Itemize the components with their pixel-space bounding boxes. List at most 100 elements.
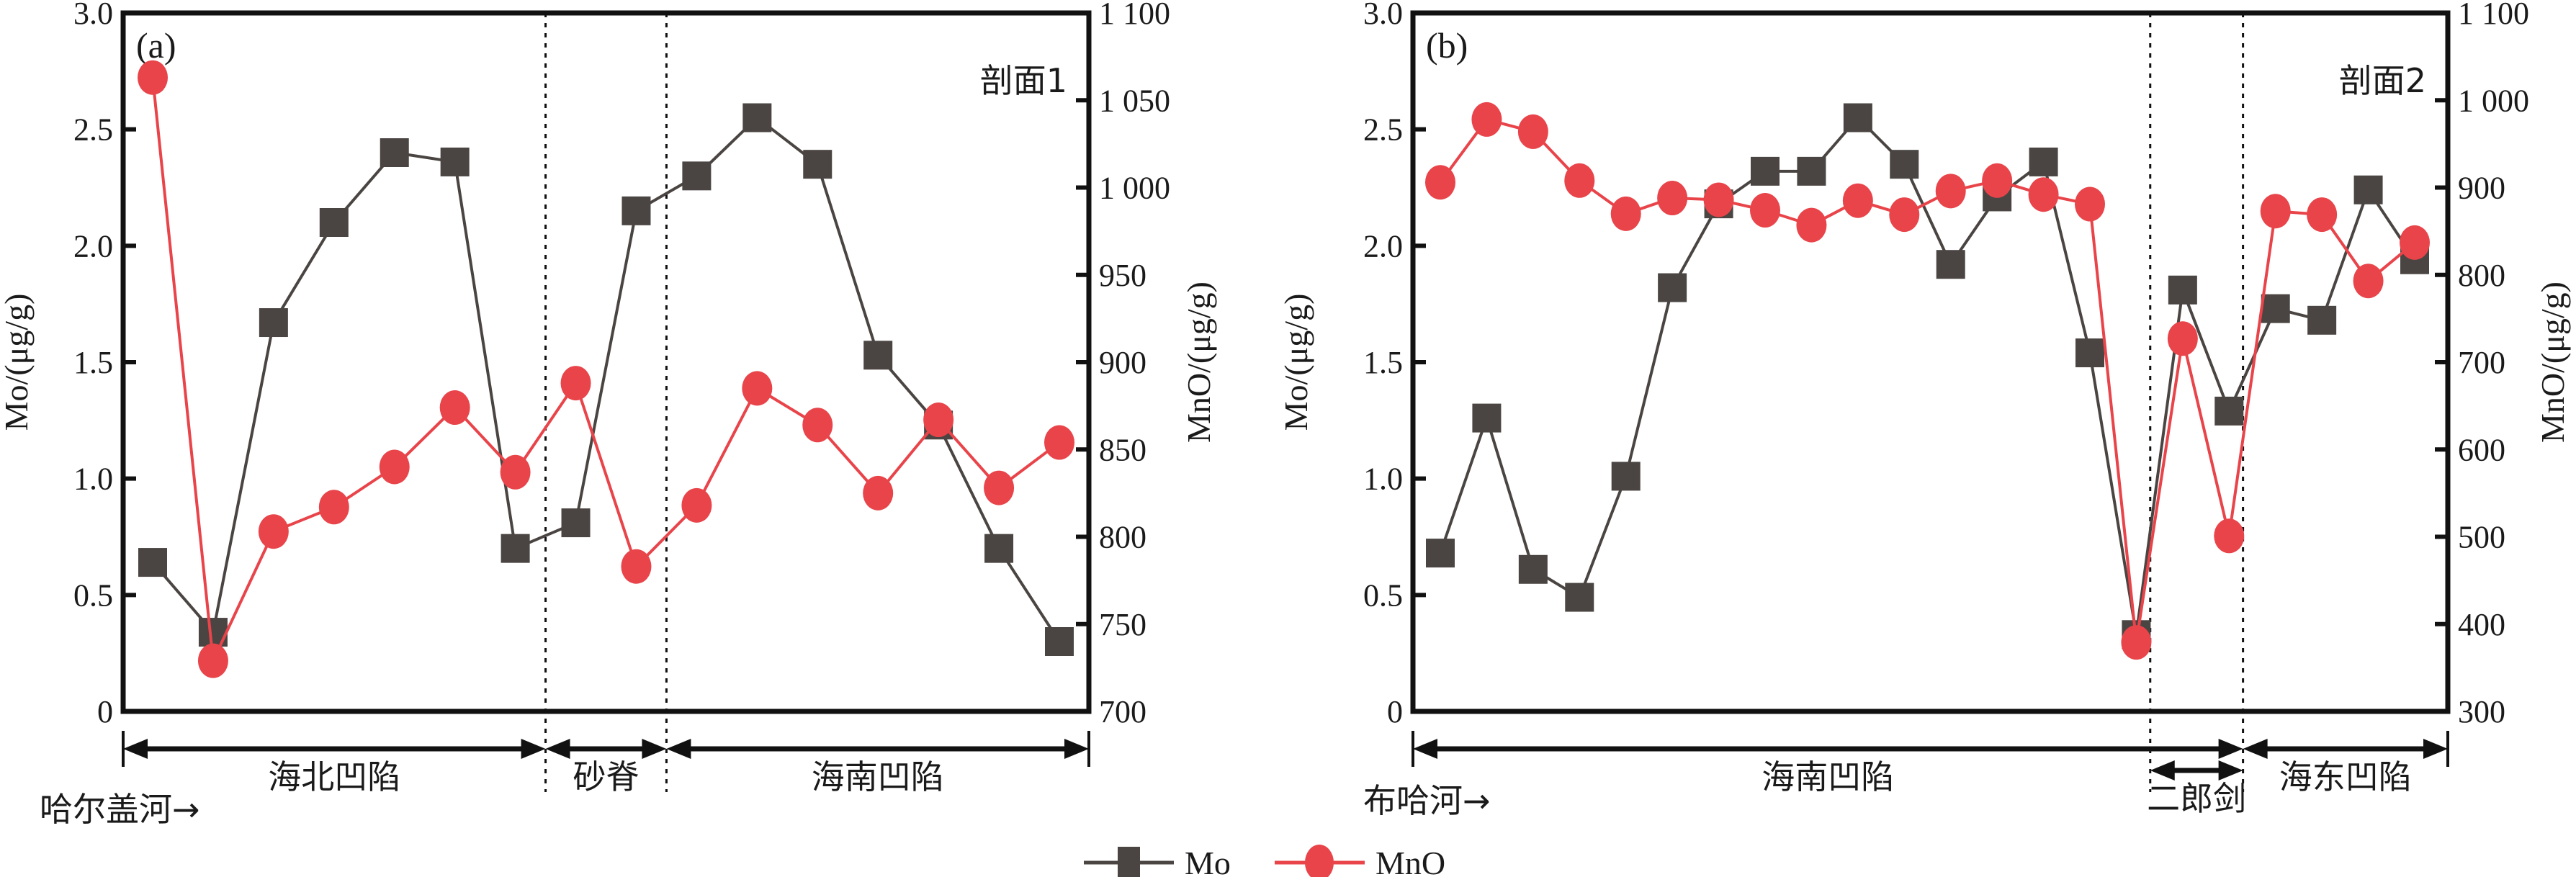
mo-point: [1565, 583, 1594, 612]
mno-point: [1703, 182, 1734, 217]
left-tick-label: 0.5: [73, 577, 113, 613]
mno-point: [1935, 174, 1966, 209]
mo-point: [1611, 462, 1641, 491]
mo-point: [1751, 156, 1780, 186]
zone-label: 海北凹陷: [268, 757, 400, 796]
mo-point: [1843, 103, 1872, 132]
series-line-mno: [151, 77, 1061, 667]
mno-point: [1982, 163, 2013, 198]
left-tick-label: 0: [97, 694, 113, 729]
section-title: 剖面2: [2339, 61, 2426, 100]
right-tick-label: 900: [2458, 171, 2505, 206]
right-tick-label: 800: [2458, 258, 2505, 293]
mno-point: [1796, 207, 1827, 243]
mo-point: [984, 534, 1014, 563]
mno-point: [2307, 197, 2338, 233]
right-tick-label: 1 100: [1099, 0, 1170, 31]
mno-point: [742, 371, 773, 406]
mo-point: [2168, 275, 2197, 305]
mno-point: [1750, 193, 1780, 228]
mno-point: [1517, 114, 1548, 149]
mo-point: [1426, 539, 1455, 568]
legend-circle-icon: [1305, 845, 1334, 877]
mno-point: [1044, 425, 1074, 460]
zone-arrow-head-left: [1413, 739, 1437, 759]
zone-label: 海南凹陷: [1762, 757, 1894, 796]
mo-point: [2261, 294, 2290, 323]
mo-point: [1658, 273, 1687, 302]
mno-point: [923, 402, 954, 438]
mo-point: [138, 548, 167, 577]
mo-point: [501, 534, 530, 563]
mo-point: [1518, 554, 1548, 584]
panel-a: 0 0.5 1.0 1.5 2.0 2.5 3.0 700 750 800 850 900 950 1 0…: [0, 0, 1217, 829]
mo-point: [319, 208, 349, 237]
mo-point: [440, 147, 470, 176]
mo-point: [380, 138, 409, 167]
mo-point: [1045, 627, 1074, 656]
zone-arrow-head-right: [2423, 739, 2448, 759]
right-tick-label: 900: [1099, 345, 1146, 380]
mo-point: [2075, 338, 2104, 368]
zone-arrow-head-left: [545, 739, 570, 759]
mno-point: [1842, 183, 1873, 218]
mno-point: [500, 454, 531, 490]
left-tick-label: 2.5: [1363, 112, 1403, 148]
mno-point: [138, 60, 168, 95]
left-axis-title: Mo/(μg/g): [0, 294, 35, 431]
mo-point: [561, 508, 591, 538]
right-tick-label: 800: [1099, 520, 1146, 555]
right-tick-label: 1 100: [2458, 0, 2529, 31]
mo-point: [1936, 250, 1965, 279]
panel-label: (a): [136, 25, 176, 66]
mno-point: [2353, 264, 2384, 299]
mno-point: [1889, 197, 1920, 233]
series-line-mo: [1439, 115, 2416, 635]
mno-point: [379, 449, 410, 485]
mo-point: [621, 196, 651, 225]
zone-label: 二郎剑: [2147, 779, 2246, 818]
mno-point: [2167, 321, 2198, 356]
mno-point: [802, 408, 833, 443]
mno-point: [2075, 186, 2105, 222]
right-axis-title: MnO/(μg/g): [2534, 282, 2571, 443]
river-label: 布哈河→: [1363, 781, 1491, 820]
left-tick-label: 1.5: [1363, 345, 1403, 380]
right-tick-label: 1 000: [2458, 83, 2529, 118]
mno-point: [621, 549, 652, 584]
legend: Mo MnO: [1084, 845, 1445, 877]
zone-arrow-head-right: [642, 739, 667, 759]
mo-point: [259, 308, 288, 338]
zone-label: 海南凹陷: [812, 757, 944, 796]
mno-point: [681, 487, 712, 523]
mno-point: [2028, 177, 2059, 212]
mo-point: [863, 341, 893, 370]
right-tick-label: 1 000: [1099, 171, 1170, 206]
mno-point: [560, 366, 591, 401]
zone-arrow-head-left: [2150, 760, 2175, 781]
mno-point: [2260, 194, 2291, 229]
panel-b: 0 0.5 1.0 1.5 2.0 2.5 3.0 300 400 500 600 700 800 900…: [1278, 0, 2571, 820]
left-tick-label: 3.0: [73, 0, 113, 31]
left-tick-label: 2.0: [1363, 228, 1403, 264]
right-tick-label: 600: [2458, 432, 2505, 467]
right-tick-label: 700: [2458, 345, 2505, 380]
section-title: 剖面1: [980, 61, 1067, 100]
zone-arrow-head-right: [2218, 739, 2243, 759]
zone-label: 砂脊: [573, 757, 639, 796]
zone-arrow-head-left: [123, 739, 148, 759]
zone-arrow-head-left: [666, 739, 691, 759]
left-axis-title: Mo/(μg/g): [1278, 294, 1314, 431]
left-tick-label: 2.0: [73, 228, 113, 264]
zone-label: 海东凹陷: [2279, 757, 2412, 796]
left-tick-label: 1.0: [1363, 462, 1403, 497]
legend-label: Mo: [1185, 845, 1231, 877]
right-tick-label: 400: [2458, 607, 2505, 642]
mno-point: [863, 475, 894, 511]
mno-point: [1425, 165, 1455, 200]
mo-point: [1472, 403, 1502, 433]
river-label: 哈尔盖河→: [40, 790, 200, 829]
mo-point: [1890, 150, 1919, 179]
mo-point: [2353, 175, 2383, 204]
